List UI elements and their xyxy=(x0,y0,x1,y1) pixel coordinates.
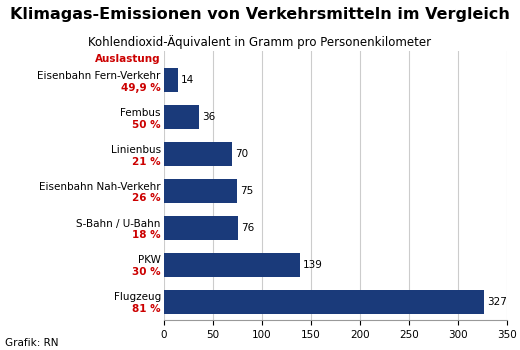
Bar xyxy=(164,105,199,129)
Text: S-Bahn / U-Bahn: S-Bahn / U-Bahn xyxy=(76,218,161,229)
Text: 139: 139 xyxy=(303,260,323,270)
Text: 75: 75 xyxy=(240,186,254,196)
Text: 327: 327 xyxy=(487,297,508,307)
Bar xyxy=(164,216,238,240)
Text: 26 %: 26 % xyxy=(132,194,161,203)
Text: 50 %: 50 % xyxy=(132,120,161,130)
Text: 81 %: 81 % xyxy=(132,304,161,314)
Bar xyxy=(164,290,485,314)
Bar xyxy=(164,253,300,277)
Text: Fembus: Fembus xyxy=(120,108,161,118)
Text: Flugzeug: Flugzeug xyxy=(113,292,161,302)
Text: Grafik: RN: Grafik: RN xyxy=(5,338,59,348)
Text: 14: 14 xyxy=(180,75,194,85)
Text: 76: 76 xyxy=(241,223,254,233)
Text: 18 %: 18 % xyxy=(132,230,161,240)
Bar xyxy=(164,142,232,166)
Text: 70: 70 xyxy=(236,149,249,159)
Bar xyxy=(164,68,177,92)
Text: Eisenbahn Fern-Verkehr: Eisenbahn Fern-Verkehr xyxy=(37,71,161,81)
Text: Auslastung: Auslastung xyxy=(95,54,161,64)
Text: Eisenbahn Nah-Verkehr: Eisenbahn Nah-Verkehr xyxy=(39,182,161,191)
Text: 30 %: 30 % xyxy=(132,267,161,277)
Text: Kohlendioxid-Äquivalent in Gramm pro Personenkilometer: Kohlendioxid-Äquivalent in Gramm pro Per… xyxy=(88,35,432,49)
Bar xyxy=(164,179,237,203)
Text: Klimagas-Emissionen von Verkehrsmitteln im Vergleich: Klimagas-Emissionen von Verkehrsmitteln … xyxy=(10,7,510,22)
Text: Linienbus: Linienbus xyxy=(111,145,161,155)
Text: 49,9 %: 49,9 % xyxy=(121,83,161,93)
Text: 21 %: 21 % xyxy=(132,156,161,167)
Text: 36: 36 xyxy=(202,112,215,122)
Text: PKW: PKW xyxy=(138,256,161,265)
